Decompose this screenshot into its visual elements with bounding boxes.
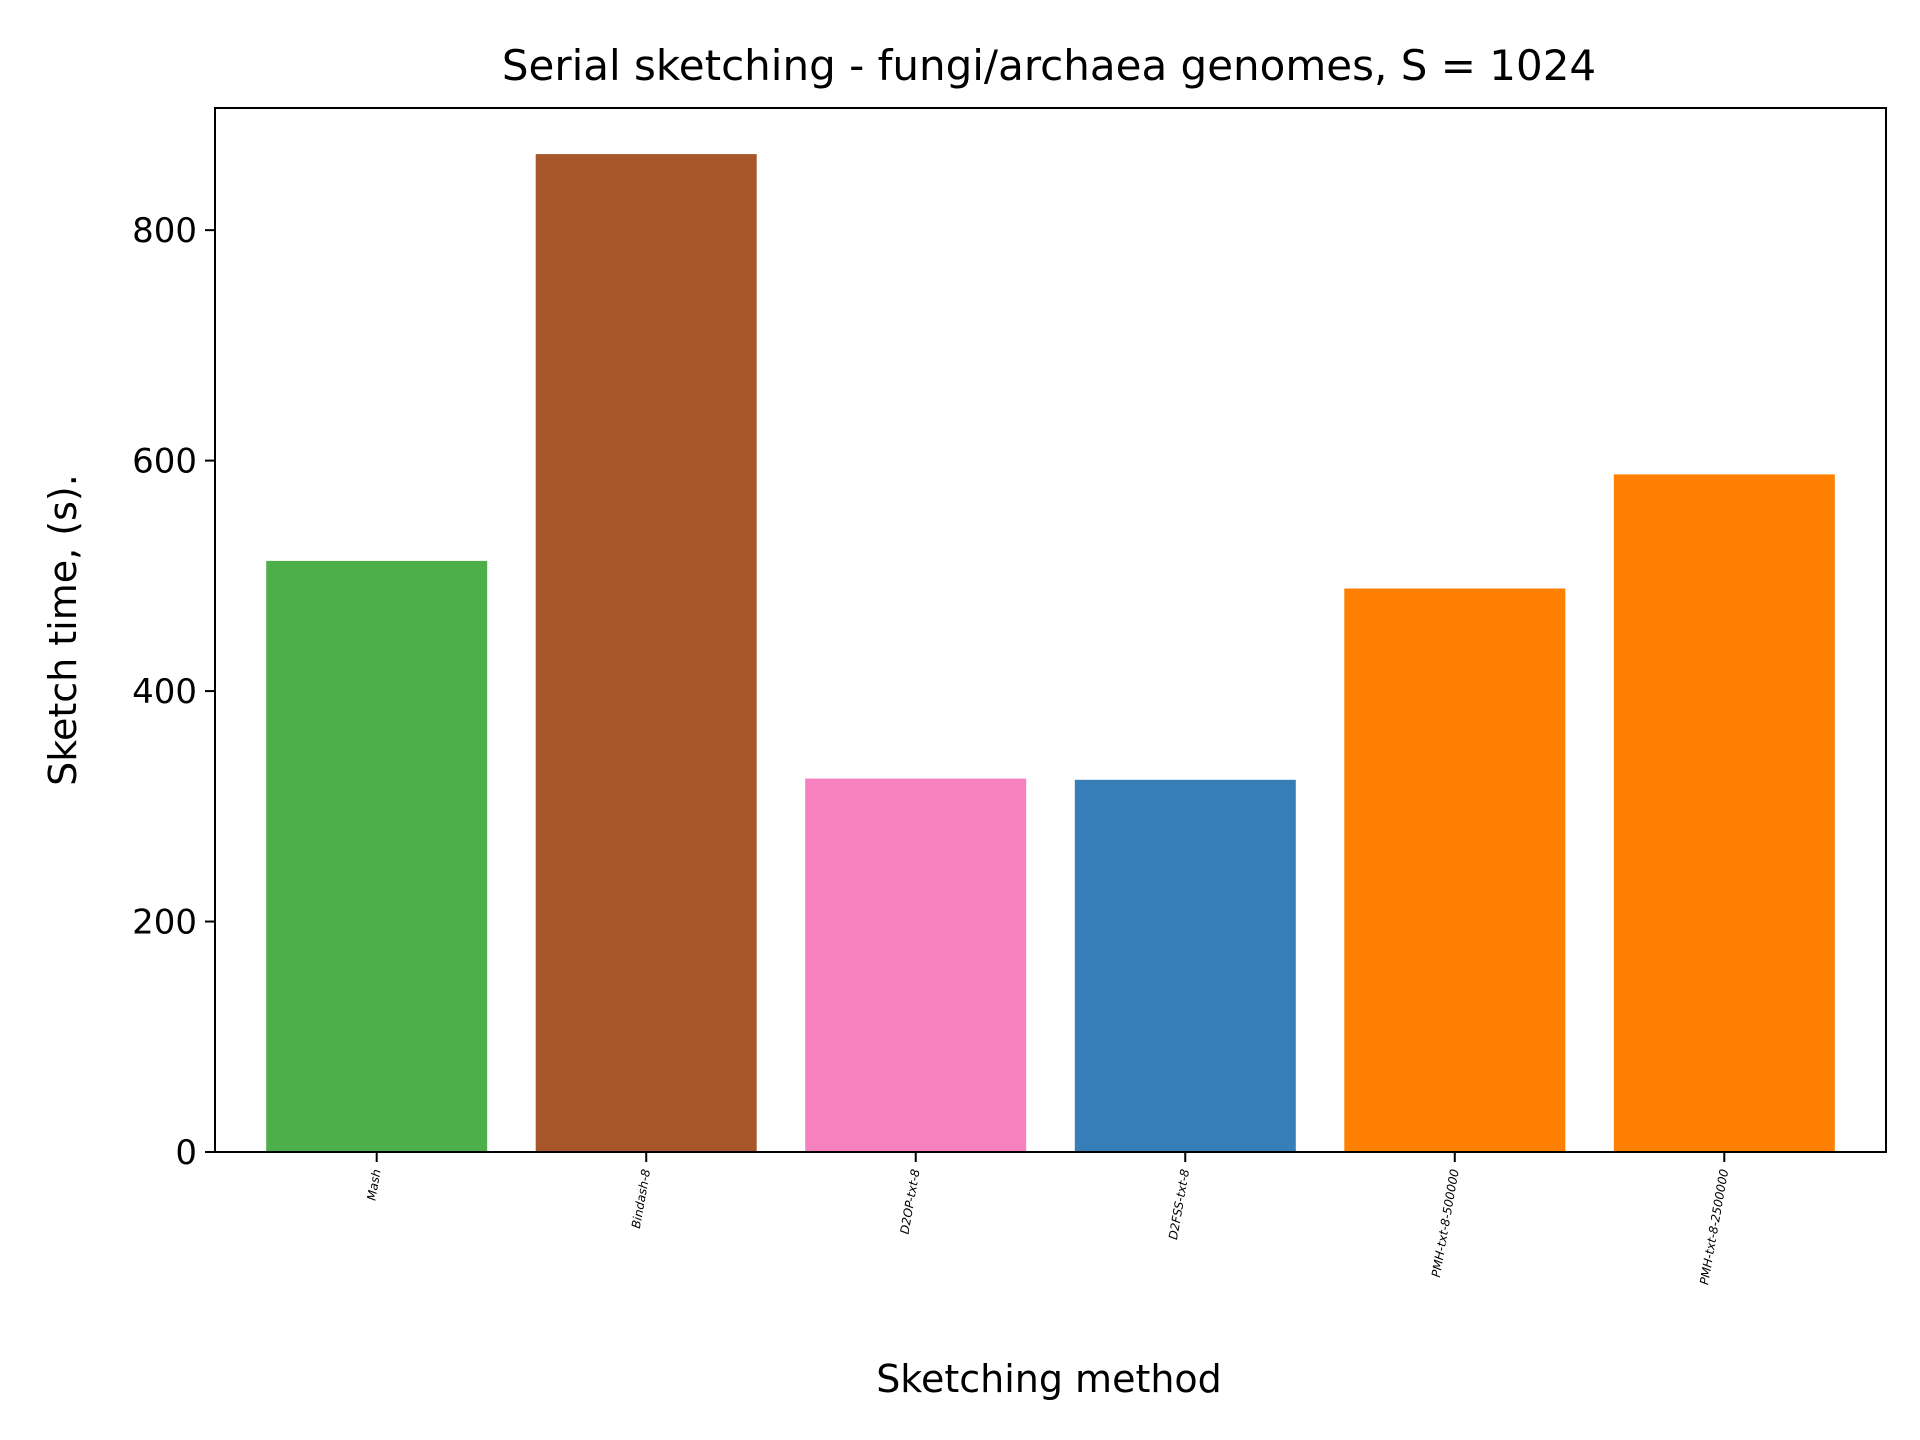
bar-pmh-txt-8-500000 <box>1344 588 1566 1152</box>
y-tick-label: 0 <box>175 1133 197 1173</box>
y-tick-label: 800 <box>132 211 197 251</box>
bars-group <box>266 154 1835 1153</box>
bar-d2fss-txt-8 <box>1074 779 1296 1152</box>
y-tick-label: 200 <box>132 903 197 943</box>
y-tick-label: 400 <box>132 672 197 712</box>
plot-frame <box>214 107 1887 1153</box>
bar-pmh-txt-8-2500000 <box>1613 474 1835 1152</box>
bar-d2op-txt-8 <box>805 778 1027 1152</box>
x-tick-label: Mash <box>364 1168 383 1202</box>
y-axis-label: Sketch time, (s). <box>41 474 85 786</box>
y-tick-label: 600 <box>132 442 197 482</box>
x-axis-label: Sketching method <box>876 1357 1222 1401</box>
bar-bindash-8 <box>535 154 757 1153</box>
chart-title: Serial sketching - fungi/archaea genomes… <box>502 41 1596 90</box>
y-axis-ticks: 0 200 400 600 800 <box>132 211 215 1173</box>
bar-mash <box>266 560 488 1152</box>
